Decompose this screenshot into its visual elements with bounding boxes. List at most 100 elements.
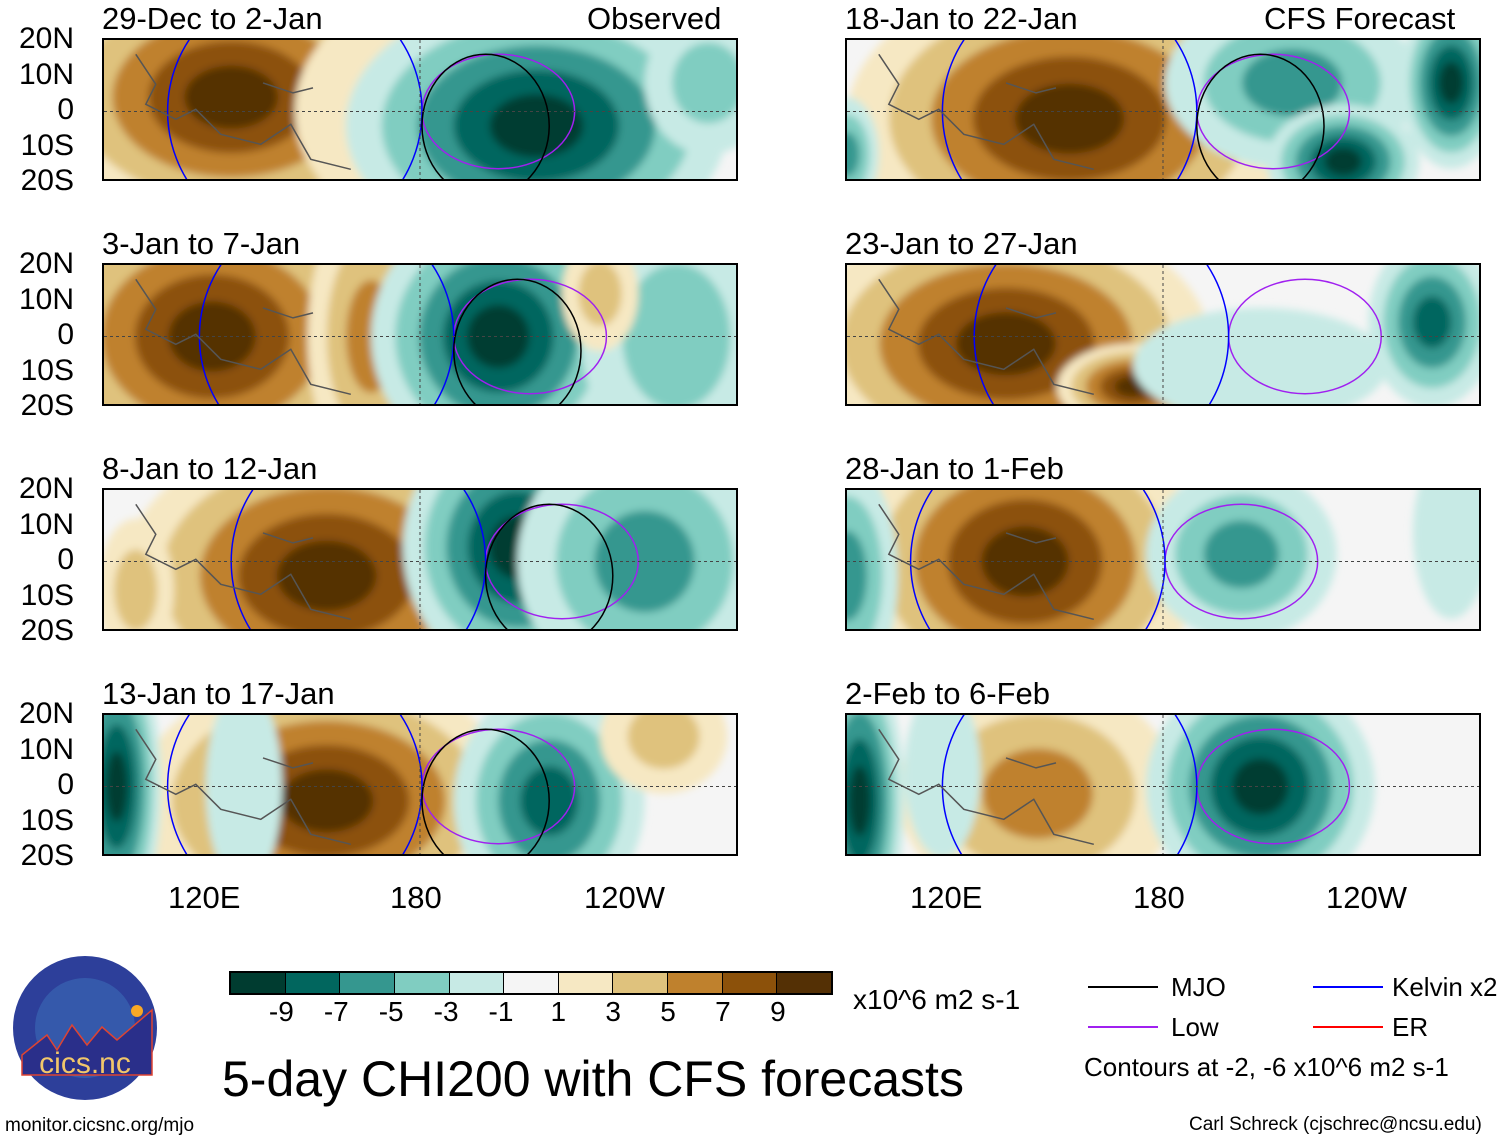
coastline <box>878 53 1094 171</box>
map-panel <box>102 263 738 406</box>
lat-label: 10N <box>18 282 74 316</box>
lat-label: 20N <box>18 22 74 55</box>
panel-title: 28-Jan to 1-Feb <box>845 451 1064 486</box>
wave-contour-line <box>421 728 550 854</box>
anomaly-contour <box>1133 307 1388 404</box>
panel-title: 8-Jan to 12-Jan <box>102 451 318 486</box>
map-panel <box>102 38 738 181</box>
lat-label: 0 <box>57 93 74 126</box>
lon-label-120e: 120E <box>168 880 241 915</box>
anomaly-contour <box>956 312 1056 376</box>
wave-contour-line <box>1196 53 1325 179</box>
legend-low-label: Low <box>1171 1012 1219 1042</box>
colorbar-swatch <box>448 973 504 993</box>
map-panel <box>845 488 1481 631</box>
lat-label: 0 <box>57 543 74 576</box>
map-panel <box>845 263 1481 406</box>
legend-mjo-line <box>1088 986 1158 988</box>
lat-label: 20N <box>18 472 74 505</box>
panel-title: 2-Feb to 6-Feb <box>845 676 1051 711</box>
anomaly-contour <box>205 715 283 854</box>
panel-title: 13-Jan to 17-Jan <box>102 676 335 711</box>
lat-label: 20S <box>20 839 74 872</box>
legend-er-line <box>1313 1026 1383 1028</box>
anomaly-contour <box>1015 83 1125 154</box>
legend-mjo-label: MJO <box>1171 972 1226 1002</box>
forecast-header: CFS Forecast <box>1264 1 1456 36</box>
wave-contour-line <box>421 53 550 179</box>
site-url[interactable]: monitor.cicsnc.org/mjo <box>5 1115 195 1136</box>
lat-label: 10S <box>20 803 74 837</box>
anomaly-contour <box>1203 520 1279 589</box>
lon-label-180-right: 180 <box>1133 880 1185 915</box>
anomaly-contour <box>578 265 622 326</box>
legend-kelvin-label: Kelvin x2 <box>1392 972 1498 1002</box>
colorbar-tick-label: 7 <box>715 996 731 1027</box>
anomaly-contour <box>1324 147 1362 176</box>
colorbar-tick-label: 3 <box>605 996 621 1027</box>
colorbar-tick-label: -7 <box>323 996 349 1027</box>
lat-label: 10S <box>20 128 74 162</box>
colorbar-tick-label: 5 <box>660 996 676 1027</box>
lat-label: 0 <box>57 768 74 801</box>
colorbar-swatch <box>557 973 613 993</box>
anomaly-contour <box>1242 49 1343 117</box>
wave-contour-line <box>453 278 582 404</box>
lat-label: 10S <box>20 578 74 612</box>
colorbar-swatch <box>284 973 340 993</box>
colorbar-tick-label: 1 <box>550 996 567 1027</box>
anomaly-contour <box>672 42 736 124</box>
anomaly-contour <box>981 526 1069 597</box>
svg-text:cics.nc: cics.nc <box>39 1047 131 1080</box>
anomaly-contour <box>279 769 374 833</box>
anomaly-contour <box>1413 490 1479 619</box>
colorbar-tick-label: -9 <box>268 996 294 1027</box>
anomaly-contour <box>622 265 731 404</box>
colorbar-swatch <box>612 973 668 993</box>
coastline <box>135 728 351 846</box>
map-panel <box>845 713 1481 856</box>
anomaly-contour <box>114 549 158 629</box>
map-panel <box>102 488 738 631</box>
legend-kelvin-line <box>1313 986 1383 988</box>
figure-title: 5-day CHI200 with CFS forecasts <box>222 1051 964 1107</box>
panel-title: 29-Dec to 2-Jan <box>102 1 323 36</box>
lat-label: 0 <box>57 318 74 351</box>
colorbar-swatch <box>776 973 832 993</box>
lat-label: 10S <box>20 353 74 387</box>
coastline <box>878 278 1094 396</box>
coastline <box>878 728 1094 846</box>
map-panel <box>102 713 738 856</box>
colorbar-swatch <box>667 973 722 993</box>
anomaly-contour <box>467 304 530 369</box>
coastline <box>135 53 351 171</box>
anomaly-contour <box>1438 61 1464 104</box>
colorbar-swatch <box>721 973 777 993</box>
coastline <box>878 503 1094 621</box>
wave-contour-line <box>484 503 614 629</box>
observed-header: Observed <box>587 1 722 36</box>
colorbar-swatch <box>231 973 285 993</box>
lat-label: 20N <box>18 697 74 730</box>
anomaly-contour <box>1232 758 1289 815</box>
colorbar-units: x10^6 m2 s-1 <box>853 984 1021 1015</box>
colorbar-tick-label: -3 <box>433 996 459 1027</box>
panel-title: 18-Jan to 22-Jan <box>845 1 1078 36</box>
colorbar-swatch <box>339 973 394 993</box>
lat-label: 20S <box>20 164 74 197</box>
cicsnc-logo: cics.nc <box>13 956 157 1100</box>
contour-note: Contours at -2, -6 x10^6 m2 s-1 <box>1084 1052 1449 1082</box>
lon-label-120w-right: 120W <box>1326 880 1407 915</box>
lat-label: 20N <box>18 247 74 280</box>
anomaly-contour <box>982 748 1093 839</box>
anomaly-contour <box>848 765 871 836</box>
legend-low-line <box>1088 1026 1158 1028</box>
anomaly-contour <box>489 94 584 158</box>
credit: Carl Schreck (cjschrec@ncsu.edu) <box>1189 1114 1482 1135</box>
lat-label: 10N <box>18 57 74 91</box>
anomaly-contour <box>847 530 868 621</box>
colorbar-swatch <box>503 973 558 993</box>
legend-er-label: ER <box>1392 1012 1429 1042</box>
colorbar <box>229 971 833 995</box>
